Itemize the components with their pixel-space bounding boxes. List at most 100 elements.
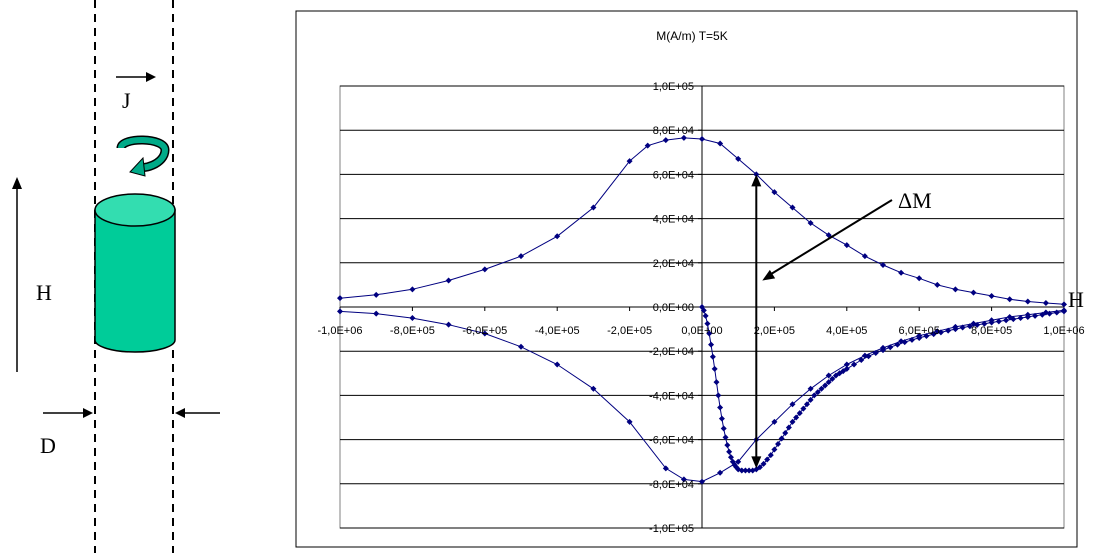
data-point [843, 242, 850, 249]
field-arrowhead [12, 177, 22, 189]
data-point [409, 286, 416, 293]
data-point [735, 458, 742, 465]
x-tick-label: 4,0E+05 [826, 325, 867, 337]
rotation-arrow-icon [116, 135, 170, 177]
data-point [880, 262, 886, 269]
data-point [699, 478, 705, 485]
data-point [409, 315, 416, 322]
data-point [894, 341, 901, 348]
data-point [764, 456, 771, 463]
data-point [680, 134, 687, 141]
y-tick-label: -6,0E+04 [649, 435, 694, 447]
data-point [709, 353, 716, 360]
delta-m-arrowhead-top [751, 174, 762, 187]
data-point [829, 375, 836, 382]
data-point [988, 319, 995, 326]
data-point [713, 379, 720, 386]
data-point [959, 324, 966, 331]
data-point [337, 295, 343, 302]
data-point [981, 320, 988, 327]
data-point [934, 281, 941, 288]
data-point [742, 467, 749, 474]
data-point [778, 435, 785, 442]
data-point [726, 448, 733, 455]
data-point [727, 454, 734, 461]
data-point [644, 142, 651, 149]
data-point [717, 469, 724, 476]
delta-m-pointer [769, 199, 893, 276]
current-arrowhead [146, 72, 156, 82]
data-point [771, 418, 778, 425]
data-point [1053, 309, 1060, 316]
data-point [518, 343, 524, 350]
data-point [699, 136, 705, 143]
data-point [789, 204, 796, 211]
data-point [590, 204, 597, 211]
data-point [807, 396, 814, 403]
data-point [807, 220, 814, 227]
data-point [807, 385, 814, 392]
data-point [481, 330, 488, 337]
data-point [1017, 315, 1024, 322]
data-point [554, 361, 561, 368]
delta-m-annotation: ΔM [751, 174, 932, 469]
y-tick-label: 4,0E+04 [653, 214, 694, 226]
data-point [952, 326, 959, 333]
delta-m-pointer-head [762, 269, 776, 281]
diameter-arrowhead-left [83, 408, 93, 418]
data-point [626, 418, 633, 425]
schematic-diagram: J H D [12, 0, 220, 553]
data-point [771, 446, 778, 453]
data-point [1006, 296, 1013, 303]
data-point [793, 414, 800, 421]
data-point [760, 460, 767, 467]
data-point [937, 329, 944, 336]
data-point [373, 291, 380, 298]
data-point [988, 292, 995, 299]
field-label-H: H [36, 280, 52, 305]
data-point [843, 361, 850, 368]
data-point [717, 140, 724, 147]
x-tick-label: 0,0E+00 [681, 325, 722, 337]
data-point [718, 415, 725, 422]
data-point [738, 467, 745, 474]
data-point [901, 339, 908, 346]
data-point [865, 353, 872, 360]
x-tick-label: -8,0E+05 [390, 325, 435, 337]
data-point [803, 401, 810, 408]
data-point [715, 392, 722, 399]
x-tick-label: -2,0E+05 [607, 325, 652, 337]
data-point [811, 392, 818, 399]
data-point [898, 269, 905, 276]
data-point [700, 307, 707, 314]
data-point [843, 365, 850, 372]
data-point [974, 321, 981, 328]
data-point [704, 320, 711, 327]
data-point [775, 441, 782, 448]
tick-labels: -1,0E+05 -8,0E+04 -6,0E+04 -4,0E+04 -2,0E+04… [318, 81, 1085, 535]
y-tick-label: 8,0E+04 [653, 125, 694, 137]
data-point [945, 327, 952, 334]
data-point [822, 382, 829, 389]
y-tick-label: -2,0E+04 [649, 346, 694, 358]
data-point [702, 312, 709, 319]
data-point [626, 158, 633, 165]
x-tick-label: 6,0E+05 [899, 325, 940, 337]
diameter-label-D: D [40, 433, 56, 458]
data-point [720, 425, 727, 432]
y-tick-label: -4,0E+04 [649, 390, 694, 402]
data-point [825, 379, 832, 386]
data-point [1039, 311, 1046, 318]
data-point [373, 310, 380, 317]
y-tick-label: 6,0E+04 [653, 169, 694, 181]
chart-area-border [295, 10, 1078, 548]
data-point [481, 266, 488, 273]
data-point [916, 334, 923, 341]
data-point [1032, 312, 1039, 319]
data-point [970, 289, 977, 296]
data-point [908, 336, 915, 343]
y-tick-label: 0,0E+00 [653, 302, 694, 314]
data-point [1061, 308, 1067, 315]
data-point [767, 452, 774, 459]
